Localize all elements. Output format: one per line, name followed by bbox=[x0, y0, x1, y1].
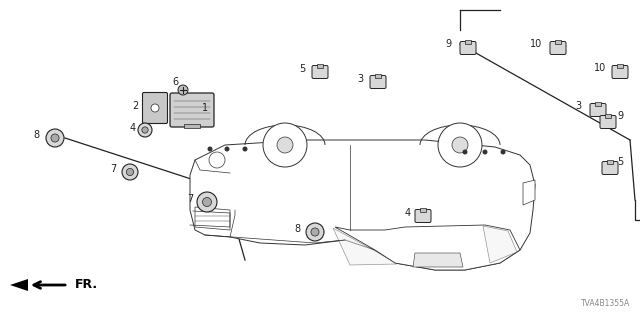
Circle shape bbox=[225, 147, 230, 151]
Text: 4: 4 bbox=[405, 208, 411, 218]
Circle shape bbox=[46, 129, 64, 147]
FancyBboxPatch shape bbox=[143, 92, 168, 124]
Circle shape bbox=[127, 168, 134, 176]
Circle shape bbox=[202, 197, 211, 206]
Circle shape bbox=[51, 134, 59, 142]
Polygon shape bbox=[335, 225, 520, 270]
Text: TVA4B1355A: TVA4B1355A bbox=[580, 299, 630, 308]
Circle shape bbox=[277, 137, 293, 153]
FancyBboxPatch shape bbox=[415, 210, 431, 222]
FancyBboxPatch shape bbox=[600, 116, 616, 129]
Polygon shape bbox=[190, 140, 535, 270]
FancyBboxPatch shape bbox=[612, 66, 628, 78]
Bar bbox=[555, 40, 561, 44]
Circle shape bbox=[306, 223, 324, 241]
FancyBboxPatch shape bbox=[460, 42, 476, 54]
Text: 3: 3 bbox=[357, 74, 363, 84]
Text: 7: 7 bbox=[110, 164, 116, 174]
Polygon shape bbox=[483, 226, 517, 263]
Polygon shape bbox=[333, 228, 397, 265]
Circle shape bbox=[263, 123, 307, 167]
Circle shape bbox=[311, 228, 319, 236]
Polygon shape bbox=[10, 279, 28, 291]
Bar bbox=[605, 114, 611, 118]
Text: FR.: FR. bbox=[75, 278, 98, 292]
Circle shape bbox=[463, 149, 467, 155]
Bar bbox=[375, 74, 381, 78]
Circle shape bbox=[452, 137, 468, 153]
Bar bbox=[317, 64, 323, 68]
Circle shape bbox=[243, 147, 248, 151]
Text: 5: 5 bbox=[299, 64, 305, 74]
Circle shape bbox=[197, 192, 217, 212]
Text: 3: 3 bbox=[575, 101, 581, 111]
Circle shape bbox=[122, 164, 138, 180]
Bar bbox=[595, 102, 601, 106]
Circle shape bbox=[142, 127, 148, 133]
Circle shape bbox=[438, 123, 482, 167]
FancyBboxPatch shape bbox=[312, 66, 328, 78]
Text: 7: 7 bbox=[187, 194, 193, 204]
Circle shape bbox=[207, 147, 212, 151]
Circle shape bbox=[151, 104, 159, 112]
FancyBboxPatch shape bbox=[602, 162, 618, 174]
Polygon shape bbox=[413, 253, 463, 267]
Circle shape bbox=[138, 123, 152, 137]
Bar bbox=[465, 40, 471, 44]
Text: 1: 1 bbox=[202, 103, 208, 113]
Text: 2: 2 bbox=[132, 101, 138, 111]
FancyBboxPatch shape bbox=[170, 93, 214, 127]
Text: 6: 6 bbox=[172, 77, 178, 87]
Circle shape bbox=[483, 149, 488, 155]
Bar bbox=[607, 160, 613, 164]
Text: 10: 10 bbox=[594, 63, 606, 73]
FancyBboxPatch shape bbox=[590, 103, 606, 116]
Bar bbox=[184, 124, 200, 128]
FancyBboxPatch shape bbox=[370, 76, 386, 89]
Text: 9: 9 bbox=[445, 39, 451, 49]
Text: 8: 8 bbox=[294, 224, 300, 234]
Text: 10: 10 bbox=[530, 39, 542, 49]
Text: 8: 8 bbox=[33, 130, 39, 140]
Polygon shape bbox=[523, 180, 535, 205]
Polygon shape bbox=[195, 207, 230, 230]
Text: 5: 5 bbox=[617, 157, 623, 167]
Bar bbox=[617, 64, 623, 68]
Circle shape bbox=[500, 149, 506, 155]
Bar bbox=[420, 208, 426, 212]
Circle shape bbox=[178, 85, 188, 95]
Text: 9: 9 bbox=[617, 111, 623, 121]
FancyBboxPatch shape bbox=[550, 42, 566, 54]
Text: 4: 4 bbox=[130, 123, 136, 133]
